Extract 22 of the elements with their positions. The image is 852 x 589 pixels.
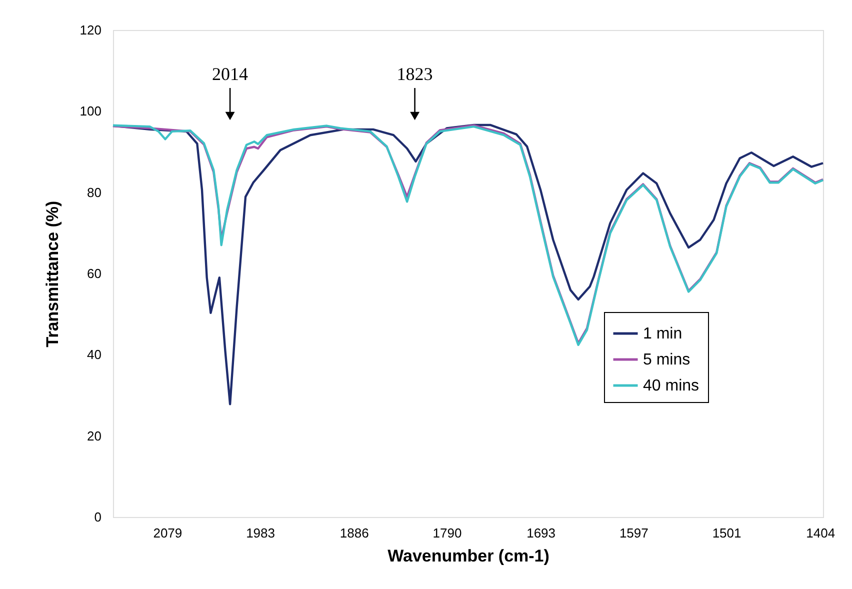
x-tick-label: 1597 — [619, 526, 648, 540]
x-tick-label: 1404 — [806, 526, 836, 540]
x-tick-label: 1886 — [340, 526, 369, 540]
y-tick-label: 80 — [87, 184, 102, 200]
y-tick-label: 120 — [80, 22, 102, 38]
legend-label: 5 mins — [643, 352, 690, 368]
x-axis-title: Wavenumber (cm-1) — [388, 546, 550, 566]
legend-label: 1 min — [643, 326, 682, 342]
y-tick-label: 100 — [80, 104, 102, 119]
y-tick-label: 60 — [87, 266, 102, 281]
x-tick-label: 1790 — [432, 526, 462, 540]
x-tick-label: 1983 — [246, 526, 275, 540]
legend-label: 40 mins — [643, 378, 700, 394]
annotation: 1823 — [396, 64, 433, 84]
y-tick-label: 40 — [87, 347, 102, 362]
y-tick-label: 0 — [94, 510, 102, 524]
x-tick-label: 1693 — [526, 526, 556, 540]
x-tick-label: 2079 — [153, 526, 182, 540]
annotation: 2014 — [212, 64, 248, 84]
x-tick-label: 1501 — [712, 526, 742, 540]
y-tick-label: 20 — [87, 428, 102, 444]
y-axis-title: Transmittance (%) — [42, 200, 62, 348]
